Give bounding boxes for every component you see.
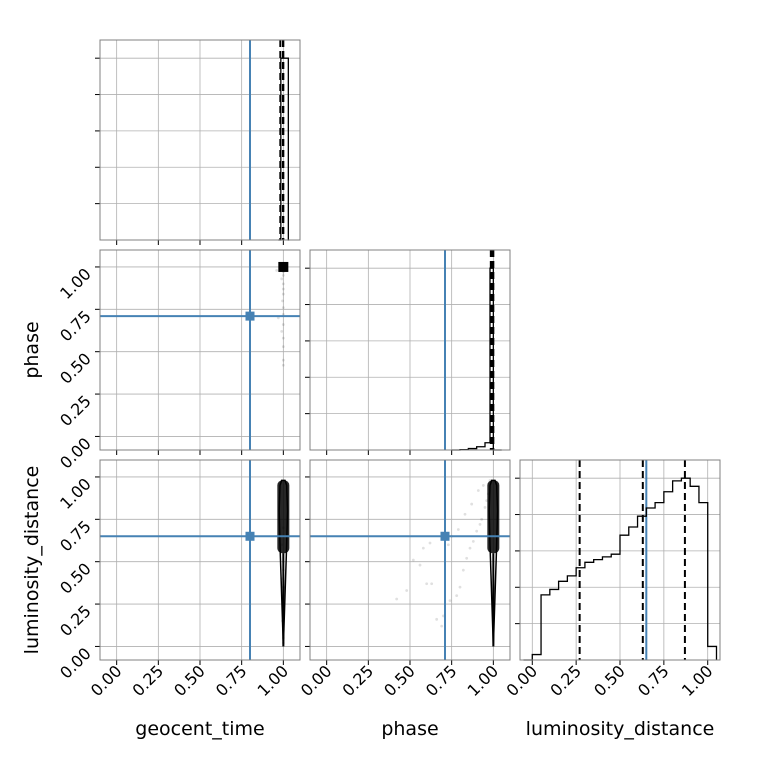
x-axis-label-luminosity-distance: luminosity_distance [526,718,715,740]
x-tick-label: 0.25 [546,661,585,700]
sample-point [476,489,480,492]
sample-point [281,358,285,362]
density-core [277,480,290,554]
y-tick-label: 0.25 [56,391,95,430]
sample-point [281,345,285,349]
sample-point [471,539,475,543]
sample-point [281,287,285,291]
x-tick-label: 0.00 [297,661,336,700]
sample-point [281,274,285,277]
sample-point [280,329,284,333]
sample-point [446,543,450,547]
panel-phase-marginal [305,249,511,455]
panel-phase-vs-geocent-time: 0.00 0.250.500.75 1.00 [56,249,301,473]
x-tick-label: 0.50 [590,661,629,700]
sample-point [275,268,279,272]
panel-geocent-time-marginal [95,39,301,245]
sample-point [440,624,444,628]
x-tick-label: 0.75 [634,661,673,700]
x-tick-label: 0.75 [422,661,461,700]
x-tick-label: 0.50 [380,661,419,700]
sample-point [465,556,469,560]
sample-point [483,506,487,509]
x-tick-label: 0.25 [339,661,378,700]
sample-point [411,558,415,562]
sample-point [456,528,460,531]
sample-point [435,617,439,621]
sample-point [421,546,425,550]
panel-luminosity-distance-marginal: 0.00 0.25 0.50 0.75 1.00 [502,459,721,700]
x-axis-label-geocent-time: geocent_time [135,718,264,740]
panel-luminosity-distance-vs-phase: 0.00 0.25 0.50 0.75 1.00 [297,459,511,700]
sample-point [281,306,285,310]
injection-marker [440,531,450,541]
sample-point [281,299,284,303]
sample-point [470,502,474,506]
x-tick-label: 0.00 [502,661,541,700]
y-tick-label: 1.00 [56,474,95,513]
sample-point [428,541,432,545]
sample-point [481,484,485,487]
y-tick-label: 0.25 [56,601,95,640]
sample-point [478,523,482,526]
y-tick-label: 0.50 [56,349,95,388]
y-axis-label-phase: phase [21,321,43,378]
sample-point [418,563,422,567]
x-tick-label: 1.00 [254,661,293,700]
sample-point [461,568,465,572]
sample-point [281,363,285,367]
panel-luminosity-distance-vs-geocent-time: 0.00 0.25 0.50 0.75 1.000.000.250.500.751.00 [56,459,301,700]
density-core [487,480,500,554]
sample-point [448,599,452,603]
sample-point [281,323,285,326]
axes-frame [309,249,511,451]
axes-frame [99,459,301,661]
axes-frame [519,459,721,661]
y-tick-label: 0.50 [56,559,95,598]
sample-point [280,277,284,281]
y-axis-label-luminosity-distance: luminosity_distance [21,466,43,655]
sample-point [405,589,409,592]
y-tick-label: 1.00 [56,264,95,303]
y-tick-label: 0.00 [56,644,95,683]
x-tick-label: 1.00 [678,661,717,700]
sample-point [480,517,484,521]
x-tick-label: 0.50 [170,661,209,700]
sample-point [395,597,399,601]
sample-point [281,282,285,286]
x-tick-label: 0.00 [87,661,126,700]
sample-point [458,585,462,589]
y-tick-label: 0.00 [56,434,95,473]
dense-sample-cluster [278,261,289,272]
histogram-luminosity-distance [523,477,718,661]
injection-marker [245,311,255,321]
y-tick-label: 0.75 [56,307,95,346]
sample-point [455,594,459,597]
axes-frame [99,39,301,241]
injection-marker [245,531,255,541]
y-tick-label: 0.75 [56,517,95,556]
x-tick-label: 0.75 [212,661,251,700]
sample-point [468,546,472,550]
sample-point [425,582,429,586]
sample-point [463,512,467,516]
x-tick-label: 0.25 [129,661,168,700]
sample-point [281,336,285,340]
sample-point [475,529,479,533]
x-tick-label: 1.00 [464,661,503,700]
sample-point [430,582,434,586]
sample-point [281,292,285,296]
axes-frame [309,459,511,661]
axes-frame [99,249,301,451]
x-axis-label-phase: phase [381,718,438,740]
